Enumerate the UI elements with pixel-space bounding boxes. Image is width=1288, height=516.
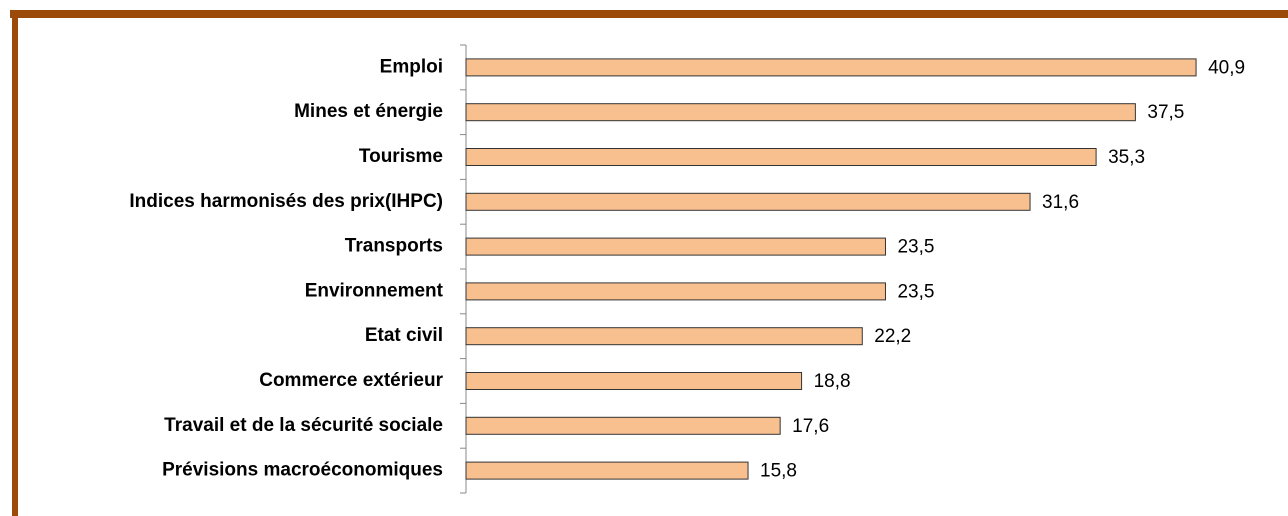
bar [465, 372, 803, 390]
bar [465, 148, 1097, 166]
category-label: Prévisions macroéconomiques [162, 460, 443, 481]
category-label: Travail et de la sécurité sociale [164, 415, 443, 436]
value-label: 40,9 [1208, 57, 1245, 78]
bar [465, 103, 1136, 122]
value-label: 22,2 [874, 326, 911, 347]
bar [465, 416, 781, 435]
bar [465, 237, 886, 256]
category-label: Mines et énergie [294, 101, 443, 122]
category-label: Environnement [305, 280, 444, 301]
category-label: Indices harmonisés des prix(IHPC) [129, 191, 443, 212]
frame-left [12, 10, 18, 516]
value-label: 37,5 [1147, 102, 1184, 123]
bar [465, 192, 1031, 211]
frame-top [10, 10, 1288, 18]
bar [465, 461, 749, 480]
value-label: 35,3 [1108, 147, 1145, 168]
category-label: Transports [345, 236, 443, 257]
category-label: Tourisme [359, 146, 443, 167]
bar [465, 282, 886, 301]
bar [465, 58, 1197, 77]
value-label: 31,6 [1042, 192, 1079, 213]
bar [465, 327, 863, 346]
value-label: 15,8 [760, 461, 797, 482]
category-label: Emploi [380, 56, 443, 77]
value-label: 23,5 [897, 237, 934, 258]
category-label: Commerce extérieur [259, 370, 443, 391]
value-label: 17,6 [792, 416, 829, 437]
value-label: 23,5 [897, 281, 934, 302]
value-label: 18,8 [814, 371, 851, 392]
category-label: Etat civil [365, 325, 443, 346]
